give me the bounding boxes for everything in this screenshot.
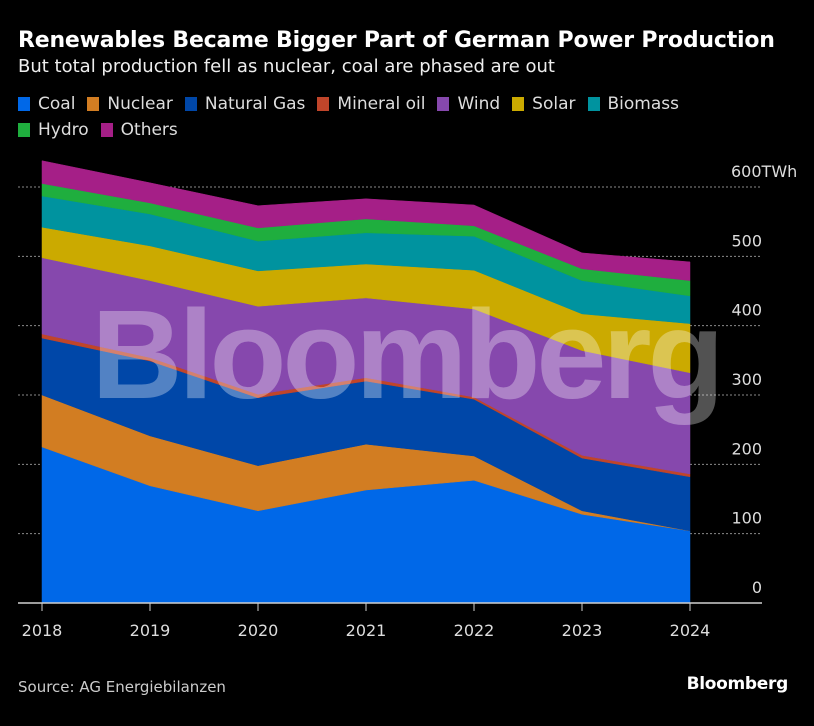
legend-label: Nuclear (107, 94, 173, 114)
x-tick-label: 2020 (238, 621, 279, 640)
y-tick-label: 600TWh (731, 162, 797, 181)
legend: Coal Nuclear Natural Gas Mineral oil Wind Sol… (18, 92, 778, 144)
y-tick-label: 400 (731, 301, 762, 320)
y-tick-label: 300 (731, 370, 762, 389)
legend-swatch (512, 97, 525, 111)
y-tick-label: 200 (731, 439, 762, 458)
legend-item-hydro: Hydro (18, 118, 89, 142)
y-tick-label: 0 (752, 578, 762, 597)
legend-item-nuclear: Nuclear (87, 92, 173, 116)
chart-subtitle: But total production fell as nuclear, co… (18, 56, 555, 77)
source-note: Source: AG Energiebilanzen (18, 678, 226, 696)
legend-item-coal: Coal (18, 92, 75, 116)
area-others (41, 160, 691, 281)
legend-swatch (587, 97, 600, 111)
legend-label: Others (120, 120, 178, 140)
legend-label: Mineral oil (337, 94, 426, 114)
legend-item-natural-gas: Natural Gas (184, 92, 306, 116)
legend-swatch (100, 123, 113, 137)
legend-item-biomass: Biomass (587, 92, 679, 116)
y-tick-label: 100 (731, 509, 762, 528)
x-tick-label: 2024 (670, 621, 711, 640)
x-tick-label: 2018 (22, 621, 63, 640)
chart-title: Renewables Became Bigger Part of German … (18, 28, 775, 53)
x-tick-label: 2021 (346, 621, 387, 640)
bloomberg-watermark: Bloomberg (91, 284, 720, 425)
stacked-areas (41, 160, 691, 604)
y-axis: 0 100 200 300 400 500 600TWh (731, 162, 797, 597)
legend-label: Natural Gas (204, 94, 306, 114)
legend-item-others: Others (100, 118, 178, 142)
legend-item-wind: Wind (437, 92, 500, 116)
legend-label: Hydro (38, 120, 89, 140)
x-tick-label: 2023 (562, 621, 603, 640)
legend-item-solar: Solar (512, 92, 576, 116)
bloomberg-logo: Bloomberg (686, 674, 789, 694)
legend-label: Coal (38, 94, 76, 114)
legend-swatch (18, 123, 30, 137)
x-tick-label: 2019 (130, 621, 171, 640)
legend-label: Wind (457, 94, 501, 114)
legend-swatch (18, 97, 30, 111)
legend-swatch (437, 97, 450, 111)
y-tick-label: 500 (731, 231, 762, 250)
x-axis: 2018 2019 2020 2021 2022 2023 2024 (18, 602, 762, 640)
legend-swatch (184, 97, 197, 111)
legend-swatch (317, 97, 330, 111)
x-tick-label: 2022 (454, 621, 495, 640)
legend-item-mineral-oil: Mineral oil (317, 92, 425, 116)
legend-swatch (87, 97, 100, 111)
legend-label: Solar (532, 94, 576, 114)
legend-label: Biomass (607, 94, 679, 114)
